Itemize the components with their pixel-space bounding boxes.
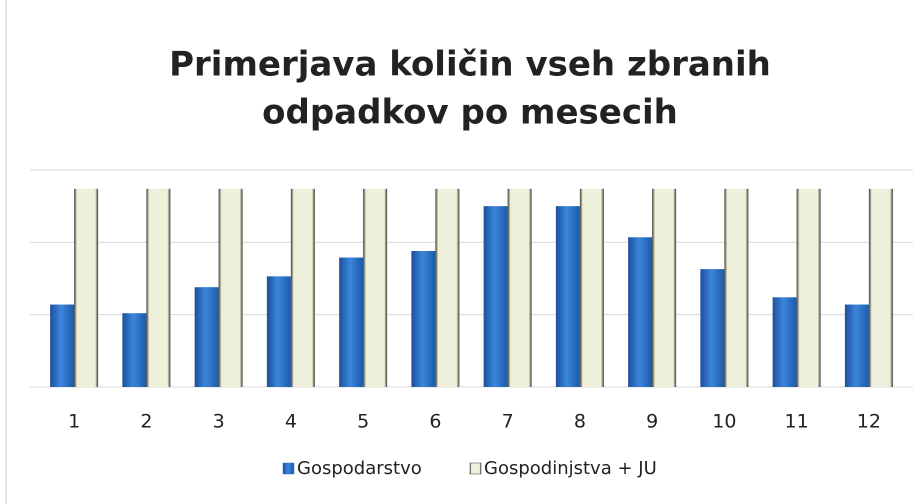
bar <box>844 304 869 387</box>
bar <box>579 188 604 387</box>
bar <box>339 257 364 387</box>
bar <box>411 251 436 387</box>
bar <box>266 276 291 387</box>
bar <box>194 287 219 387</box>
legend-label: Gospodarstvo <box>297 458 422 479</box>
bar <box>50 304 75 387</box>
x-tick-label: 12 <box>857 411 881 433</box>
bar <box>507 188 532 387</box>
x-tick-label: 6 <box>429 411 441 433</box>
bar <box>435 188 460 387</box>
x-tick-label: 5 <box>357 411 369 433</box>
x-tick-label: 10 <box>712 411 736 433</box>
bar <box>74 188 99 387</box>
chart-title: Primerjava količin vseh zbranih <box>169 45 771 85</box>
x-tick-label: 7 <box>502 411 514 433</box>
bar <box>483 206 508 387</box>
x-tick-label: 2 <box>140 411 152 433</box>
x-tick-label: 11 <box>785 411 809 433</box>
x-tick-label: 1 <box>68 411 80 433</box>
x-tick-label: 4 <box>285 411 297 433</box>
chart-title: odpadkov po mesecih <box>262 93 678 133</box>
bar <box>628 237 653 387</box>
bar <box>363 188 388 387</box>
bar <box>652 188 677 387</box>
x-tick-label: 8 <box>574 411 586 433</box>
bar <box>555 206 580 387</box>
x-tick-label: 9 <box>646 411 658 433</box>
bar <box>772 297 797 387</box>
bar <box>218 188 243 387</box>
bar <box>146 188 171 387</box>
bar <box>290 188 315 387</box>
legend-swatch <box>469 462 482 475</box>
legend-swatch <box>282 462 295 475</box>
bar <box>796 188 821 387</box>
bar <box>700 269 725 387</box>
bar <box>122 313 147 387</box>
bar <box>868 188 893 387</box>
legend-label: Gospodinjstva + JU <box>484 458 657 479</box>
bar <box>724 188 749 387</box>
x-tick-label: 3 <box>213 411 225 433</box>
